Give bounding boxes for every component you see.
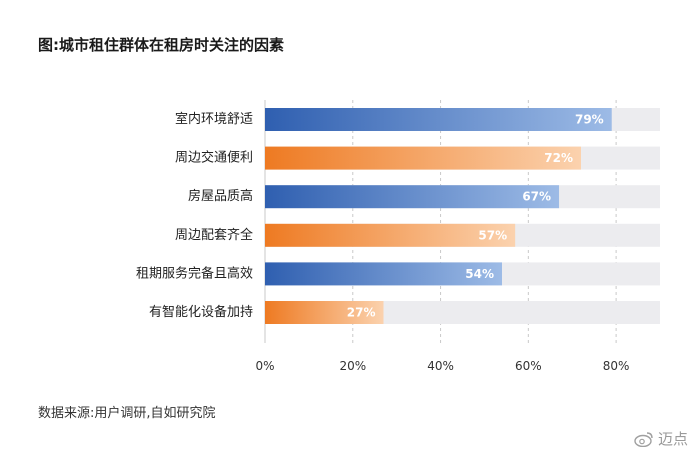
- category-label: 房屋品质高: [188, 188, 253, 204]
- x-tick-label: 40%: [427, 359, 454, 373]
- bar: [265, 108, 612, 131]
- value-labels: 79% 72% 67% 57% 54% 27%: [347, 113, 604, 320]
- value-label: 72%: [544, 151, 573, 165]
- watermark-text: 迈点: [657, 430, 688, 448]
- value-label: 27%: [347, 306, 376, 320]
- category-label: 租期服务完备且高效: [136, 265, 253, 281]
- bar: [265, 262, 502, 286]
- watermark: 迈点: [634, 428, 688, 449]
- bar: [265, 185, 560, 209]
- category-label: 室内环境舒适: [175, 111, 253, 127]
- chart-title: 图:城市租住群体在租房时关注的因素: [38, 36, 285, 54]
- category-label: 有智能化设备加持: [149, 304, 253, 320]
- bar: [265, 223, 516, 247]
- weibo-icon: [634, 431, 654, 447]
- x-axis-ticks: 0% 20% 40% 60% 80%: [255, 359, 629, 373]
- value-label: 57%: [478, 228, 507, 242]
- bar: [265, 146, 581, 170]
- category-label: 周边配套齐全: [175, 227, 253, 243]
- x-tick-label: 20%: [339, 359, 366, 373]
- x-tick-label: 0%: [255, 359, 274, 373]
- x-tick-label: 80%: [603, 359, 630, 373]
- bars: [265, 108, 612, 324]
- bar: [265, 301, 384, 324]
- value-label: 67%: [522, 190, 551, 204]
- data-source-note: 数据来源:用户调研,自如研究院: [38, 406, 216, 421]
- bar-tracks: [265, 108, 660, 324]
- category-label: 周边交通便利: [175, 150, 253, 166]
- value-label: 54%: [465, 267, 494, 281]
- value-label: 79%: [575, 113, 604, 127]
- x-tick-label: 60%: [515, 359, 542, 373]
